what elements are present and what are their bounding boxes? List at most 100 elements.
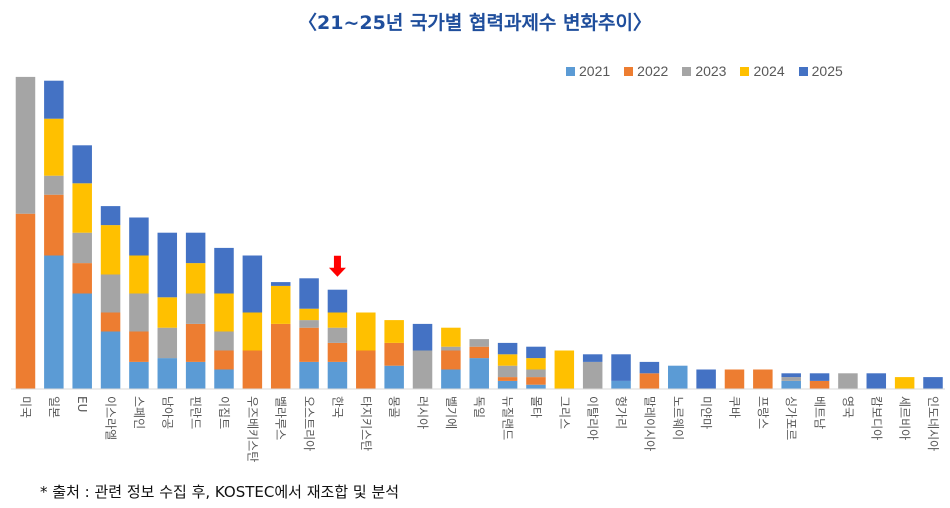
bar-segment-2024 — [441, 327, 461, 347]
bar-segment-2023 — [214, 331, 234, 351]
bar-segment-2021 — [526, 384, 546, 389]
bar-segment-2024 — [129, 255, 149, 294]
bar-segment-2023 — [299, 320, 319, 328]
bar-segment-2025 — [526, 346, 546, 359]
bar-segment-2021 — [441, 369, 461, 389]
bar-segment-2024 — [299, 308, 319, 321]
bar-segment-2021 — [611, 380, 631, 389]
legend-label: 2021 — [579, 63, 611, 79]
bar-segment-2025 — [242, 255, 263, 313]
bar-segment-2023 — [582, 361, 603, 389]
bar-segment-2022 — [809, 380, 830, 389]
bar-segment-2025 — [412, 323, 433, 351]
x-tick-label: 오스트리아 — [302, 396, 317, 452]
x-tick-label: EU — [75, 396, 90, 413]
bar-segment-2025 — [582, 354, 603, 362]
bar-segment-2022 — [327, 342, 348, 362]
legend: 2021 2022 2023 2024 2025 — [566, 63, 843, 79]
x-tick-label: 일본 — [46, 396, 61, 419]
bar-segment-2023 — [469, 339, 489, 347]
bar-segment-2022 — [129, 331, 149, 362]
bar-segment-2025 — [129, 217, 149, 256]
bar-segment-2025 — [72, 145, 92, 184]
bar-segment-2022 — [441, 350, 461, 370]
bar-segment-2022 — [497, 377, 518, 381]
bar-segment-2025 — [299, 278, 319, 309]
x-tick-label: 미얀마 — [699, 396, 714, 430]
bar-segment-2023 — [15, 76, 36, 214]
bar-segment-2022 — [72, 263, 92, 294]
x-tick-label: 미국 — [18, 396, 33, 419]
bar-segment-2021 — [668, 365, 688, 389]
legend-swatch — [624, 66, 634, 76]
x-tick-label: 이탈리아 — [585, 396, 600, 441]
bar-segment-2023 — [185, 293, 206, 324]
bar-segment-2021 — [44, 255, 64, 389]
bar-segment-2023 — [781, 377, 801, 381]
legend-item-2021: 2021 — [566, 63, 610, 79]
bar-segment-2023 — [72, 232, 92, 264]
x-tick-label: 한국 — [330, 396, 345, 419]
bar-segment-2024 — [497, 354, 518, 366]
bar-segment-2024 — [270, 285, 291, 324]
bar-segment-2024 — [157, 297, 178, 328]
bar-segment-2023 — [44, 175, 64, 195]
bar-segment-2025 — [497, 342, 518, 355]
x-tick-label: 핀란드 — [188, 396, 203, 430]
x-tick-label: 러시아 — [415, 396, 430, 430]
x-tick-label: 말레이시아 — [642, 396, 657, 452]
legend-item-2022: 2022 — [624, 63, 668, 79]
legend-item-2025: 2025 — [798, 63, 843, 79]
x-tick-label: 남아공 — [160, 396, 175, 430]
legend-label: 2024 — [753, 63, 785, 79]
bar-segment-2021 — [781, 380, 801, 389]
bar-segment-2021 — [214, 369, 234, 389]
x-tick-label: 쿠바 — [727, 396, 742, 419]
legend-swatch — [798, 66, 808, 76]
bar-segment-2025 — [696, 369, 716, 389]
bar-segment-2024 — [554, 350, 575, 389]
bar-segment-2024 — [356, 312, 376, 351]
bar-segment-2023 — [327, 327, 348, 343]
bar-segment-2025 — [185, 232, 206, 264]
bar-segment-2021 — [129, 361, 149, 389]
bar-segment-2025 — [781, 373, 801, 378]
bar-segment-2022 — [214, 350, 234, 370]
x-tick-label: 영국 — [840, 396, 855, 419]
bar-segment-2021 — [185, 361, 206, 389]
bar-segment-2024 — [214, 293, 234, 332]
bar-segment-2022 — [753, 369, 773, 389]
bar-segment-2025 — [809, 373, 830, 381]
x-tick-label: 헝가리 — [614, 396, 629, 430]
bar-segment-2023 — [441, 346, 461, 351]
x-tick-label: 노르웨이 — [670, 396, 685, 441]
x-tick-label: 몰타 — [528, 396, 543, 419]
bar-segment-2023 — [412, 350, 433, 389]
bar-segment-2025 — [923, 377, 943, 389]
x-tick-label: 베트남 — [812, 396, 827, 430]
bar-segment-2022 — [270, 323, 291, 389]
bar-segment-2025 — [611, 354, 631, 381]
bar-segment-2025 — [639, 361, 660, 374]
bar-segment-2021 — [469, 358, 489, 389]
x-tick-label: 이스라엘 — [103, 396, 118, 441]
x-tick-label: 몽골 — [387, 396, 402, 419]
bar-segment-2024 — [242, 312, 263, 351]
bar-segment-2025 — [157, 232, 178, 298]
bar-segment-2025 — [327, 289, 348, 313]
legend-item-2024: 2024 — [740, 63, 785, 79]
bar-segment-2021 — [72, 293, 92, 389]
x-tick-label: 싱가포르 — [784, 396, 799, 441]
bar-segment-2022 — [299, 327, 319, 362]
bar-segment-2023 — [838, 373, 858, 389]
bar-segment-2024 — [894, 377, 915, 389]
bar-segment-2021 — [100, 331, 121, 389]
bar-segment-2022 — [185, 323, 206, 362]
bar-segment-2024 — [384, 320, 404, 343]
bar-segment-2022 — [384, 342, 404, 366]
bar-segment-2024 — [526, 358, 546, 370]
bar-segment-2024 — [327, 312, 348, 328]
x-tick-label: 프랑스 — [755, 396, 770, 430]
